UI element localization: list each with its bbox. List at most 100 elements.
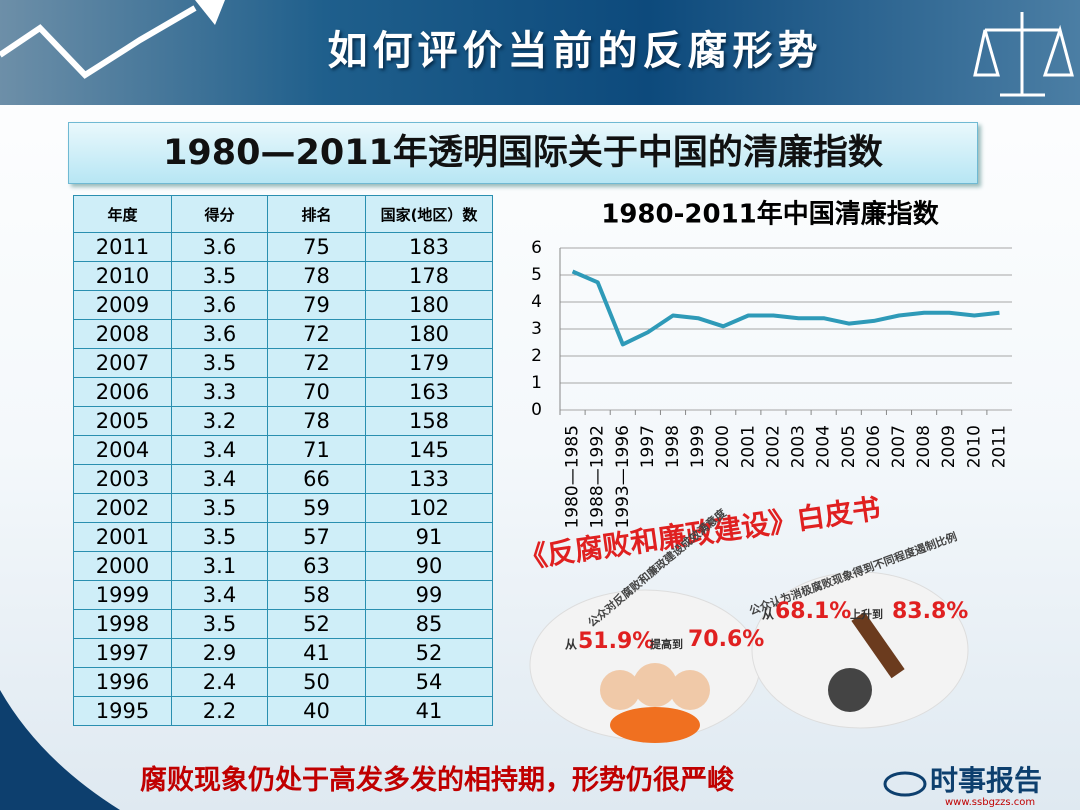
chart-title: 1980-2011年中国清廉指数: [601, 199, 940, 230]
gavel: [851, 611, 905, 679]
hearts: [610, 707, 700, 743]
table-cell: 145: [365, 435, 493, 465]
x-tick-label: 2007: [889, 425, 909, 468]
x-tick-label: 1997: [638, 425, 658, 468]
table-cell: 102: [365, 493, 493, 523]
table-cell: 1998: [73, 609, 172, 639]
table-cell: 50: [267, 667, 366, 697]
table-row: 2010 3.5 78 178: [73, 261, 493, 291]
table-row: 1997 2.9 41 52: [73, 638, 493, 668]
table-cell: 3.5: [171, 261, 268, 291]
table-cell: 41: [267, 638, 366, 668]
table-cell: 1999: [73, 580, 172, 610]
x-tick-label: 2008: [914, 425, 934, 468]
image-text: 从: [762, 608, 774, 622]
table-cell: 2001: [73, 522, 172, 552]
table-cell: 2006: [73, 377, 172, 407]
table-cell: 2004: [73, 435, 172, 465]
image-text: 从: [565, 638, 577, 652]
data-line: [571, 269, 1000, 347]
x-tick-label: 2001: [738, 425, 758, 468]
x-tick-label: 1999: [688, 425, 708, 468]
table-cell: 2005: [73, 406, 172, 436]
table-cell: 163: [365, 377, 493, 407]
table-cell: 90: [365, 551, 493, 581]
x-tick-label: 2011: [989, 425, 1009, 468]
scales-icon: [973, 12, 1074, 97]
table-cell: 3.5: [171, 609, 268, 639]
person: [670, 670, 710, 710]
image-number: 83.8%: [892, 599, 968, 624]
table-row: 1998 3.5 52 85: [73, 609, 493, 639]
logo-url: www.ssbgzzs.com: [945, 797, 1035, 808]
arrow-line: [0, 5, 197, 79]
coin: [828, 668, 872, 712]
table-row: 2009 3.6 79 180: [73, 290, 493, 320]
table-row: 2011 3.6 75 183: [73, 232, 493, 262]
image-text: 提高到: [650, 637, 683, 651]
table-cell: 52: [365, 638, 493, 668]
logo: 时事报告: [930, 764, 1042, 797]
x-tick-label: 2006: [864, 425, 884, 468]
table-cell: 3.3: [171, 377, 268, 407]
table-cell: 180: [365, 290, 493, 320]
footer-text: 腐败现象仍处于高发多发的相持期，形势仍很严峻: [140, 765, 734, 796]
table-cell: 2.4: [171, 667, 268, 697]
table-cell: 75: [267, 232, 366, 262]
x-tick-label: 1988—1992: [588, 425, 608, 529]
x-tick-label: 1998: [663, 425, 683, 468]
subtitle: 1980—2011年透明国际关于中国的清廉指数: [68, 122, 978, 184]
x-tick-label: 2010: [964, 425, 984, 468]
table-cell: 70: [267, 377, 366, 407]
table-row: 2003 3.4 66 133: [73, 464, 493, 494]
arrow-head: [195, 0, 225, 25]
table-cell: 3.6: [171, 319, 268, 349]
person: [633, 663, 677, 707]
table-cell: 3.6: [171, 232, 268, 262]
white-paper-image: [529, 571, 969, 743]
table-cell: 2008: [73, 319, 172, 349]
header-title: 如何评价当前的反腐形势: [327, 28, 823, 74]
y-tick-label: 0: [531, 400, 542, 420]
table-cell: 71: [267, 435, 366, 465]
table-cell: 183: [365, 232, 493, 262]
table-cell: 57: [267, 522, 366, 552]
table-cell: 52: [267, 609, 366, 639]
x-tick-label: 1993—1996: [613, 425, 633, 529]
table-cell: 3.1: [171, 551, 268, 581]
x-tick-label: 2002: [763, 425, 783, 468]
y-tick-label: 5: [531, 265, 542, 285]
table-cell: 3.4: [171, 464, 268, 494]
person: [600, 670, 640, 710]
table-cell: 3.5: [171, 348, 268, 378]
logo-icon: [883, 771, 927, 797]
y-tick-label: 4: [531, 292, 542, 312]
table-cell: 78: [267, 406, 366, 436]
table-cell: 133: [365, 464, 493, 494]
data-table: 年度 得分 排名 国家(地区）数 2011 3.6 75 183 2010 3.5 78 178 200…: [73, 195, 493, 726]
table-cell: 3.2: [171, 406, 268, 436]
table-cell: 2007: [73, 348, 172, 378]
x-tick-label: 2005: [839, 425, 859, 468]
table-cell: 3.6: [171, 290, 268, 320]
corner-curve: [0, 690, 120, 810]
table-row: 年度 得分 排名 国家(地区）数: [73, 195, 493, 233]
image-number: 68.1%: [775, 599, 851, 624]
table-cell: 2009: [73, 290, 172, 320]
table-row: 2007 3.5 72 179: [73, 348, 493, 378]
x-tick-label: 2000: [713, 425, 733, 468]
table-cell: 158: [365, 406, 493, 436]
table-cell: 2.9: [171, 638, 268, 668]
table-row: 1995 2.2 40 41: [73, 696, 493, 726]
table-cell: 40: [267, 696, 366, 726]
table-cell: 3.5: [171, 522, 268, 552]
image-text: 上升到: [850, 607, 883, 621]
table-cell: 2.2: [171, 696, 268, 726]
table-cell: 国家(地区）数: [365, 195, 493, 233]
table-cell: 1996: [73, 667, 172, 697]
table-row: 2005 3.2 78 158: [73, 406, 493, 436]
table-row: 2008 3.6 72 180: [73, 319, 493, 349]
table-cell: 178: [365, 261, 493, 291]
table-cell: 179: [365, 348, 493, 378]
